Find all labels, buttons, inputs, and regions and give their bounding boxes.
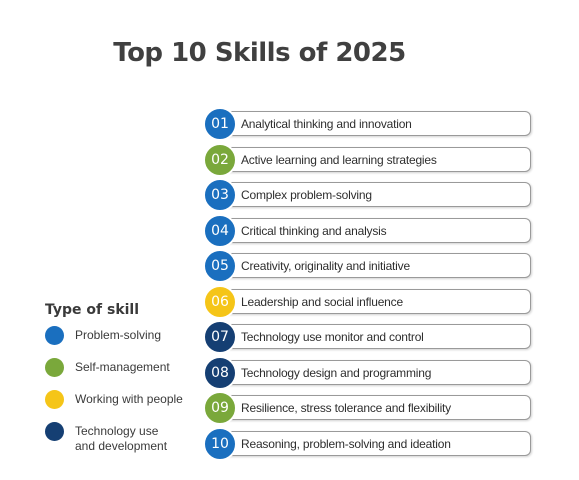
skill-box (219, 111, 531, 136)
skill-box (219, 182, 531, 207)
skill-label: Reasoning, problem-solving and ideation (241, 436, 451, 451)
legend-item-problem-solving: Problem-solving (45, 326, 210, 348)
skill-box (219, 395, 531, 420)
skill-label: Resilience, stress tolerance and flexibi… (241, 401, 451, 415)
skills-list: 01 Analytical thinking and innovation 02… (203, 107, 531, 464)
skill-number-badge: 07 (203, 320, 237, 354)
skill-number-badge: 09 (203, 391, 237, 425)
skill-row: 09 Resilience, stress tolerance and flex… (203, 391, 531, 425)
skill-box (219, 324, 531, 349)
legend-label: Self-management (75, 360, 170, 374)
legend-swatch-icon (45, 358, 64, 377)
skill-row: 02 Active learning and learning strategi… (203, 142, 531, 177)
skill-box (219, 430, 531, 456)
skill-number-badge: 08 (203, 355, 237, 390)
skill-row: 08 Technology design and programming (203, 355, 531, 390)
skill-row: 05 Creativity, originality and initiativ… (203, 249, 531, 283)
skill-row: 03 Complex problem-solving (203, 178, 531, 212)
skill-row: 07 Technology use monitor and control (203, 320, 531, 354)
legend-swatch-icon (45, 326, 64, 345)
skill-box (219, 217, 531, 243)
skill-box (219, 146, 531, 172)
skill-label: Complex problem-solving (241, 188, 372, 202)
skill-number-badge: 02 (203, 142, 237, 177)
skill-label: Analytical thinking and innovation (241, 117, 412, 131)
skill-box (219, 253, 531, 278)
skill-type-legend: Type of skill Problem-solving Self-manag… (45, 302, 210, 454)
skill-row: 01 Analytical thinking and innovation (203, 107, 531, 141)
legend-label: Working with people (75, 392, 183, 406)
legend-swatch-icon (45, 422, 64, 441)
skill-number-badge: 03 (203, 178, 237, 212)
legend-item-working-with-people: Working with people (45, 390, 210, 412)
skill-label: Active learning and learning strategies (241, 152, 437, 167)
skill-label: Creativity, originality and initiative (241, 259, 410, 273)
legend-swatch-icon (45, 390, 64, 409)
legend-item-self-management: Self-management (45, 358, 210, 380)
skill-label: Technology design and programming (241, 365, 432, 380)
legend-label-line2: and development (75, 439, 168, 453)
skill-number-badge: 06 (203, 284, 237, 319)
skill-row: 06 Leadership and social influence (203, 284, 531, 319)
skill-number-badge: 04 (203, 213, 237, 248)
skill-box (219, 359, 531, 385)
skill-number-badge: 05 (203, 249, 237, 283)
legend-item-technology-use: Technology use and development (45, 422, 210, 454)
skill-box (219, 288, 531, 314)
skill-label: Technology use monitor and control (241, 330, 424, 344)
skill-label: Leadership and social influence (241, 294, 403, 309)
skill-row: 04 Critical thinking and analysis (203, 213, 531, 248)
skill-number-badge: 01 (203, 107, 237, 141)
legend-label: Problem-solving (75, 328, 162, 342)
legend-title: Type of skill (45, 302, 140, 318)
skill-label: Critical thinking and analysis (241, 223, 387, 238)
page-title: Top 10 Skills of 2025 (113, 38, 406, 68)
skill-number-badge: 10 (203, 426, 237, 461)
skill-row: 10 Reasoning, problem-solving and ideati… (203, 426, 531, 461)
legend-label: Technology use (75, 424, 159, 438)
